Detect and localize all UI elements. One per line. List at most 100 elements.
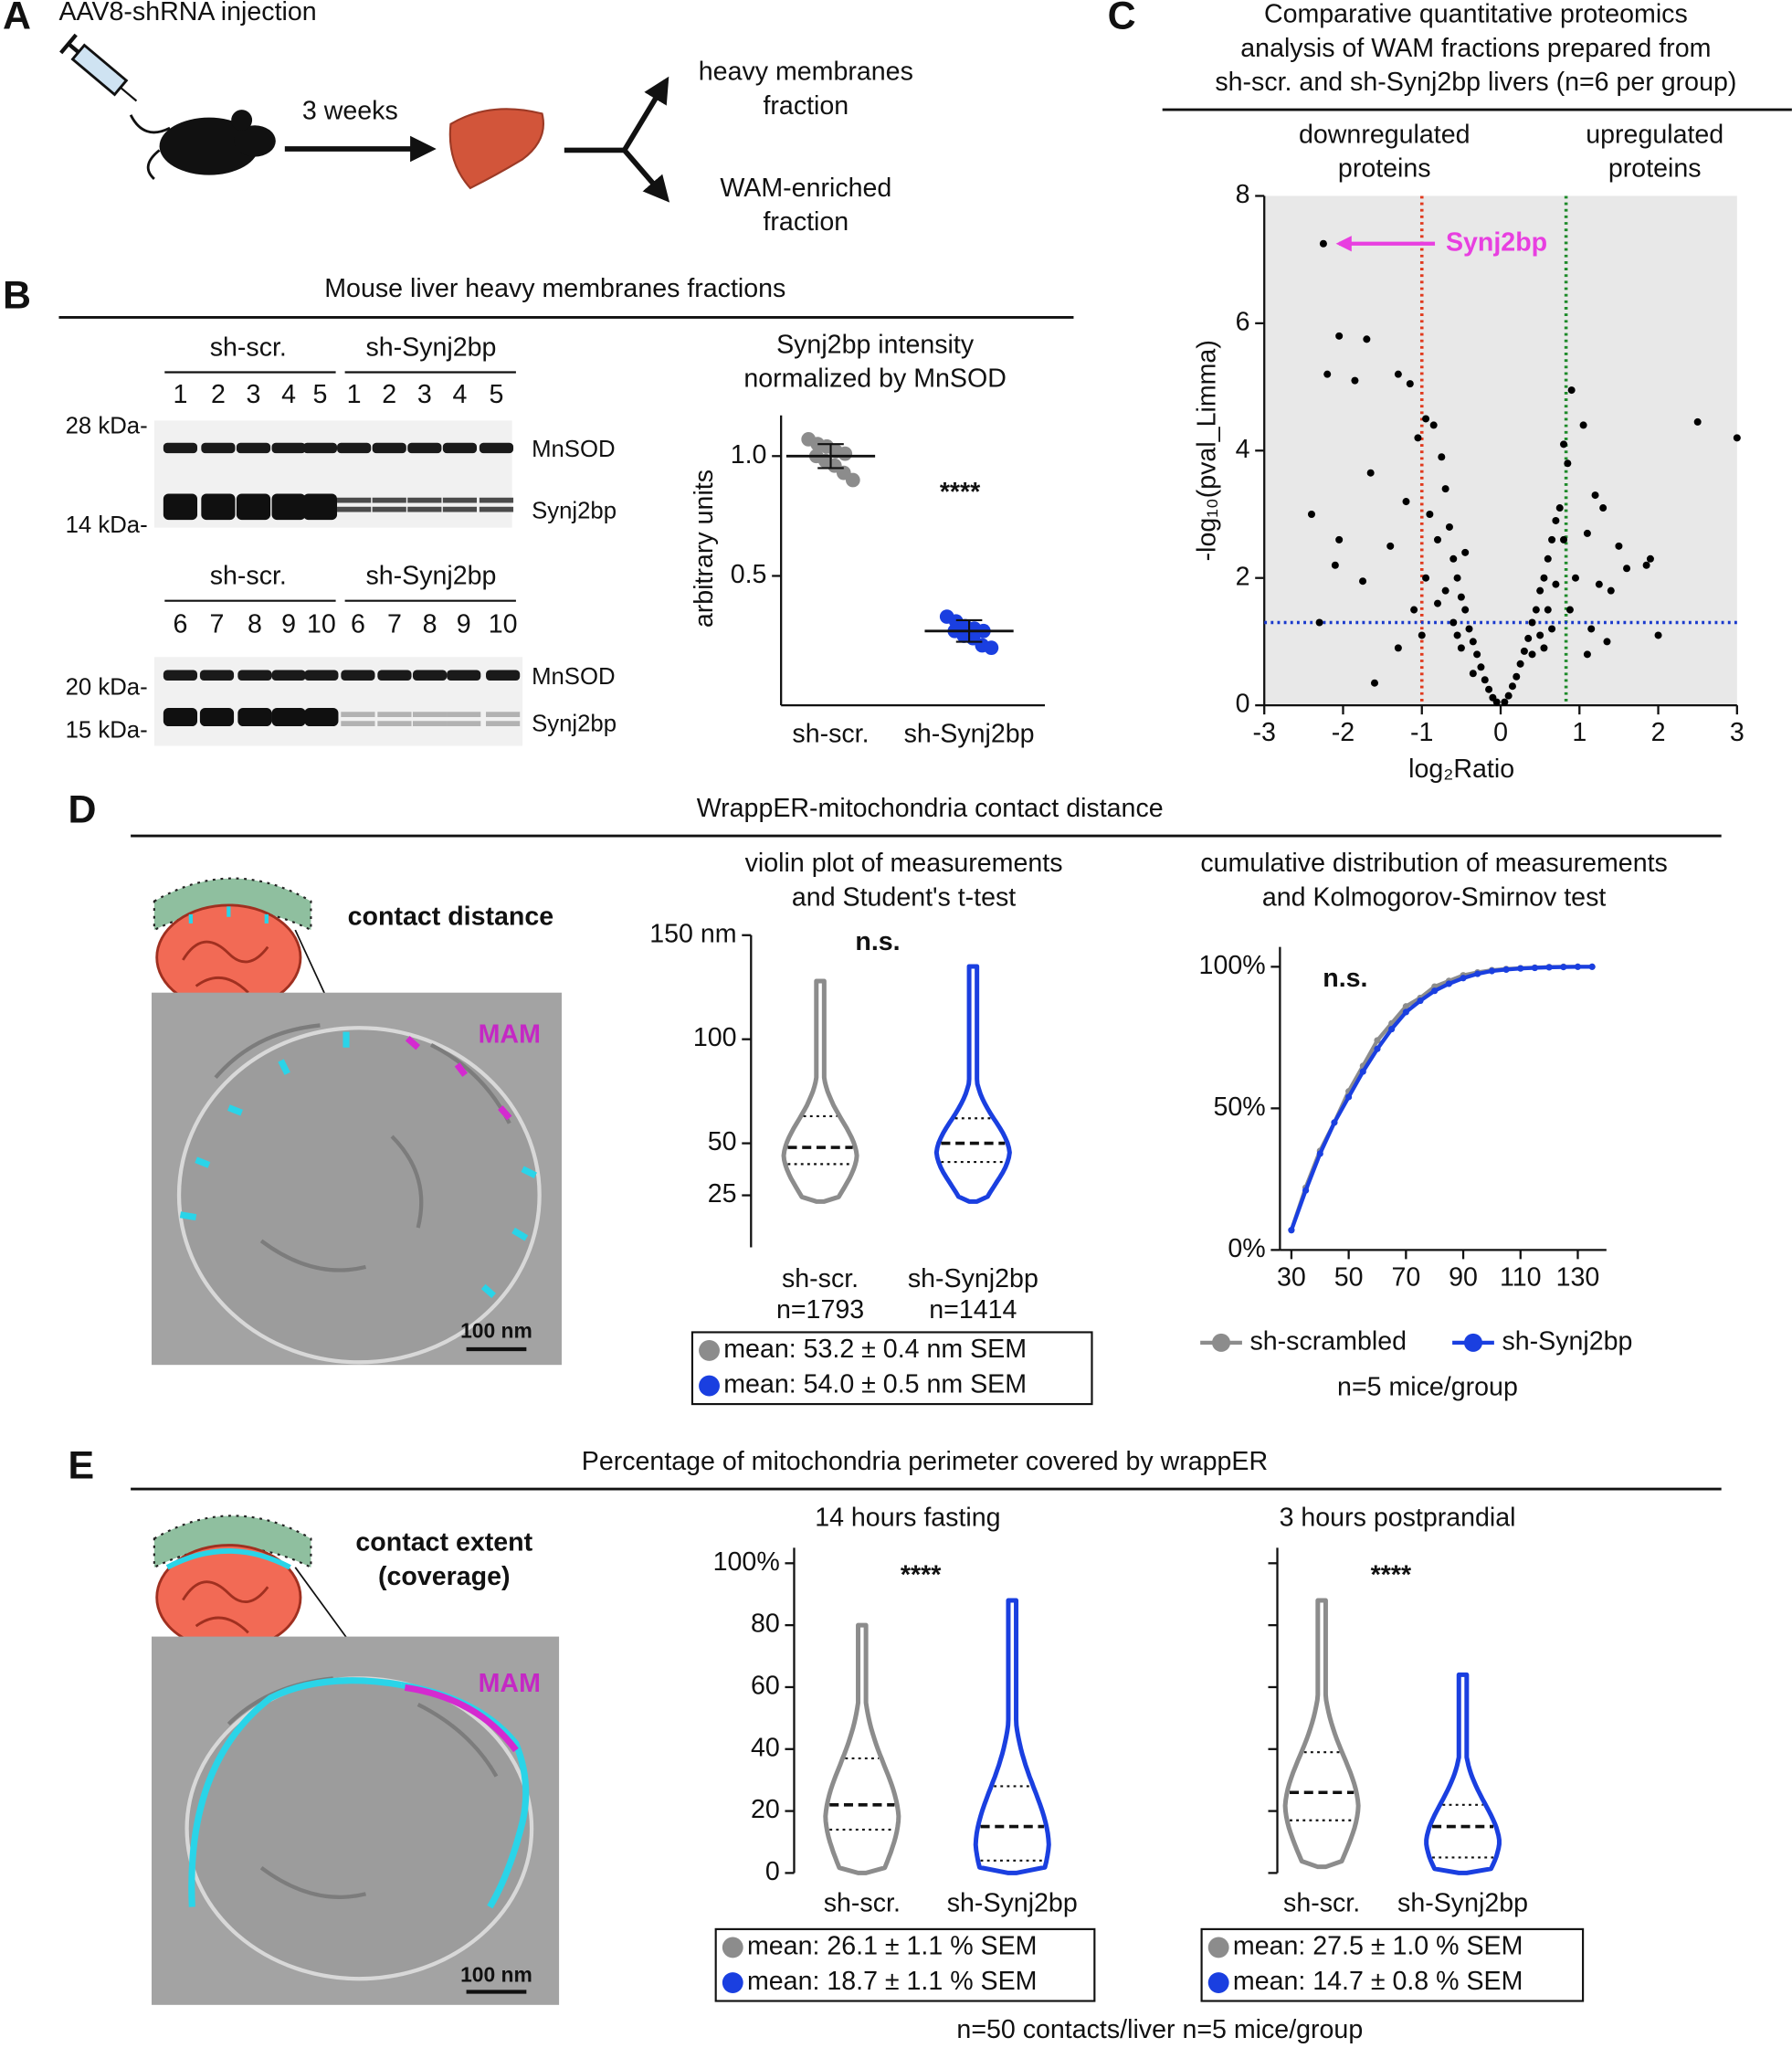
point — [1402, 1003, 1409, 1010]
point — [1517, 965, 1524, 972]
lane-number: 1 — [173, 380, 187, 409]
footnote: n=50 contacts/liver n=5 mice/group — [956, 2015, 1363, 2044]
band — [302, 442, 338, 454]
x-tick-label: sh-Synj2bp — [947, 1888, 1078, 1917]
point — [1595, 580, 1603, 588]
y-tick-label: 50 — [708, 1127, 737, 1156]
x-tick-label: sh-Synj2bp — [1397, 1888, 1528, 1917]
point — [1422, 415, 1430, 423]
violin — [973, 1598, 1051, 1875]
point — [1587, 625, 1596, 633]
group-label: sh-scr. — [210, 562, 287, 591]
point — [1485, 685, 1493, 693]
lane-number: 7 — [210, 609, 225, 639]
annotation: **** — [901, 1560, 942, 1589]
y-tick-label: 60 — [751, 1672, 780, 1701]
region-label: proteins — [1338, 153, 1431, 183]
band — [337, 497, 372, 503]
point — [1461, 606, 1470, 614]
point — [1449, 618, 1458, 627]
x-tick-label: 2 — [1651, 718, 1666, 747]
band — [163, 707, 198, 726]
point — [1438, 453, 1446, 461]
point — [1445, 980, 1452, 987]
point — [1579, 421, 1587, 429]
point — [1474, 970, 1481, 977]
lane-number: 9 — [457, 609, 471, 639]
legend-label: mean: 18.7 ± 1.1 % SEM — [747, 1967, 1038, 1996]
band-label: MnSOD — [532, 437, 615, 462]
point — [1583, 650, 1591, 659]
panel-title: WrappER-mitochondria contact distance — [697, 794, 1164, 823]
legend-marker — [1212, 1333, 1231, 1352]
point — [1513, 672, 1521, 681]
point — [1457, 593, 1465, 601]
band — [372, 506, 406, 512]
chart-title: and Student's t-test — [792, 882, 1016, 912]
lane-number: 6 — [173, 609, 187, 639]
schematic-label: contact distance — [348, 903, 554, 932]
band — [341, 721, 375, 726]
y-tick-label: 0 — [1236, 690, 1250, 719]
point — [1540, 644, 1548, 652]
point — [1607, 586, 1615, 595]
point — [1733, 434, 1741, 442]
point — [1363, 335, 1371, 343]
point — [1315, 618, 1323, 627]
x-tick-label: sh-Synj2bp — [904, 720, 1035, 749]
legend-marker — [699, 1375, 720, 1397]
lane-number: 8 — [423, 609, 437, 639]
point — [1646, 554, 1654, 563]
band — [372, 497, 406, 503]
point — [1374, 1045, 1381, 1052]
legend-label: mean: 14.7 ± 0.8 % SEM — [1233, 1967, 1523, 1996]
point — [1520, 647, 1528, 655]
point — [1359, 577, 1367, 586]
point — [1473, 650, 1481, 659]
point — [1492, 698, 1501, 706]
point — [1374, 1037, 1381, 1044]
chart-title: analysis of WAM fractions prepared from — [1240, 34, 1711, 63]
image-label: MAM — [479, 1019, 541, 1049]
point — [1457, 644, 1465, 652]
band — [442, 506, 478, 512]
band — [412, 721, 448, 726]
y-tick-label: 6 — [1236, 307, 1250, 336]
annotation: **** — [1371, 1560, 1412, 1589]
band — [199, 670, 235, 681]
y-tick-label: 150 nm — [649, 919, 736, 948]
chart-title: Synj2bp intensity — [776, 330, 975, 359]
point — [1316, 1150, 1323, 1157]
dot — [984, 640, 999, 656]
violin — [781, 978, 859, 1204]
point — [1531, 965, 1539, 972]
point — [1544, 554, 1552, 563]
lane-number: 10 — [307, 609, 336, 639]
point — [1560, 440, 1568, 449]
point — [1359, 1068, 1366, 1075]
band — [407, 506, 442, 512]
legend-marker — [722, 1972, 743, 1993]
x-tick-label: -3 — [1253, 718, 1276, 747]
point — [1441, 485, 1449, 493]
point — [1394, 644, 1402, 652]
y-tick-label: 25 — [708, 1179, 737, 1209]
point — [1528, 618, 1536, 627]
legend-box — [1200, 1927, 1585, 2002]
band — [486, 712, 521, 717]
lane-number: 6 — [351, 609, 365, 639]
x-tick-label: 90 — [1449, 1262, 1478, 1292]
panel-label: C — [1108, 0, 1136, 37]
em-image — [151, 992, 562, 1366]
band — [372, 442, 406, 454]
highlight-label: Synj2bp — [1446, 227, 1547, 257]
legend-marker — [1463, 1333, 1483, 1352]
legend-box — [690, 1331, 1093, 1406]
fraction-label: fraction — [763, 91, 849, 121]
lane-number: 5 — [490, 380, 504, 409]
point — [1434, 535, 1442, 544]
lane-number: 9 — [281, 609, 296, 639]
band — [302, 493, 338, 521]
point — [1469, 670, 1477, 678]
